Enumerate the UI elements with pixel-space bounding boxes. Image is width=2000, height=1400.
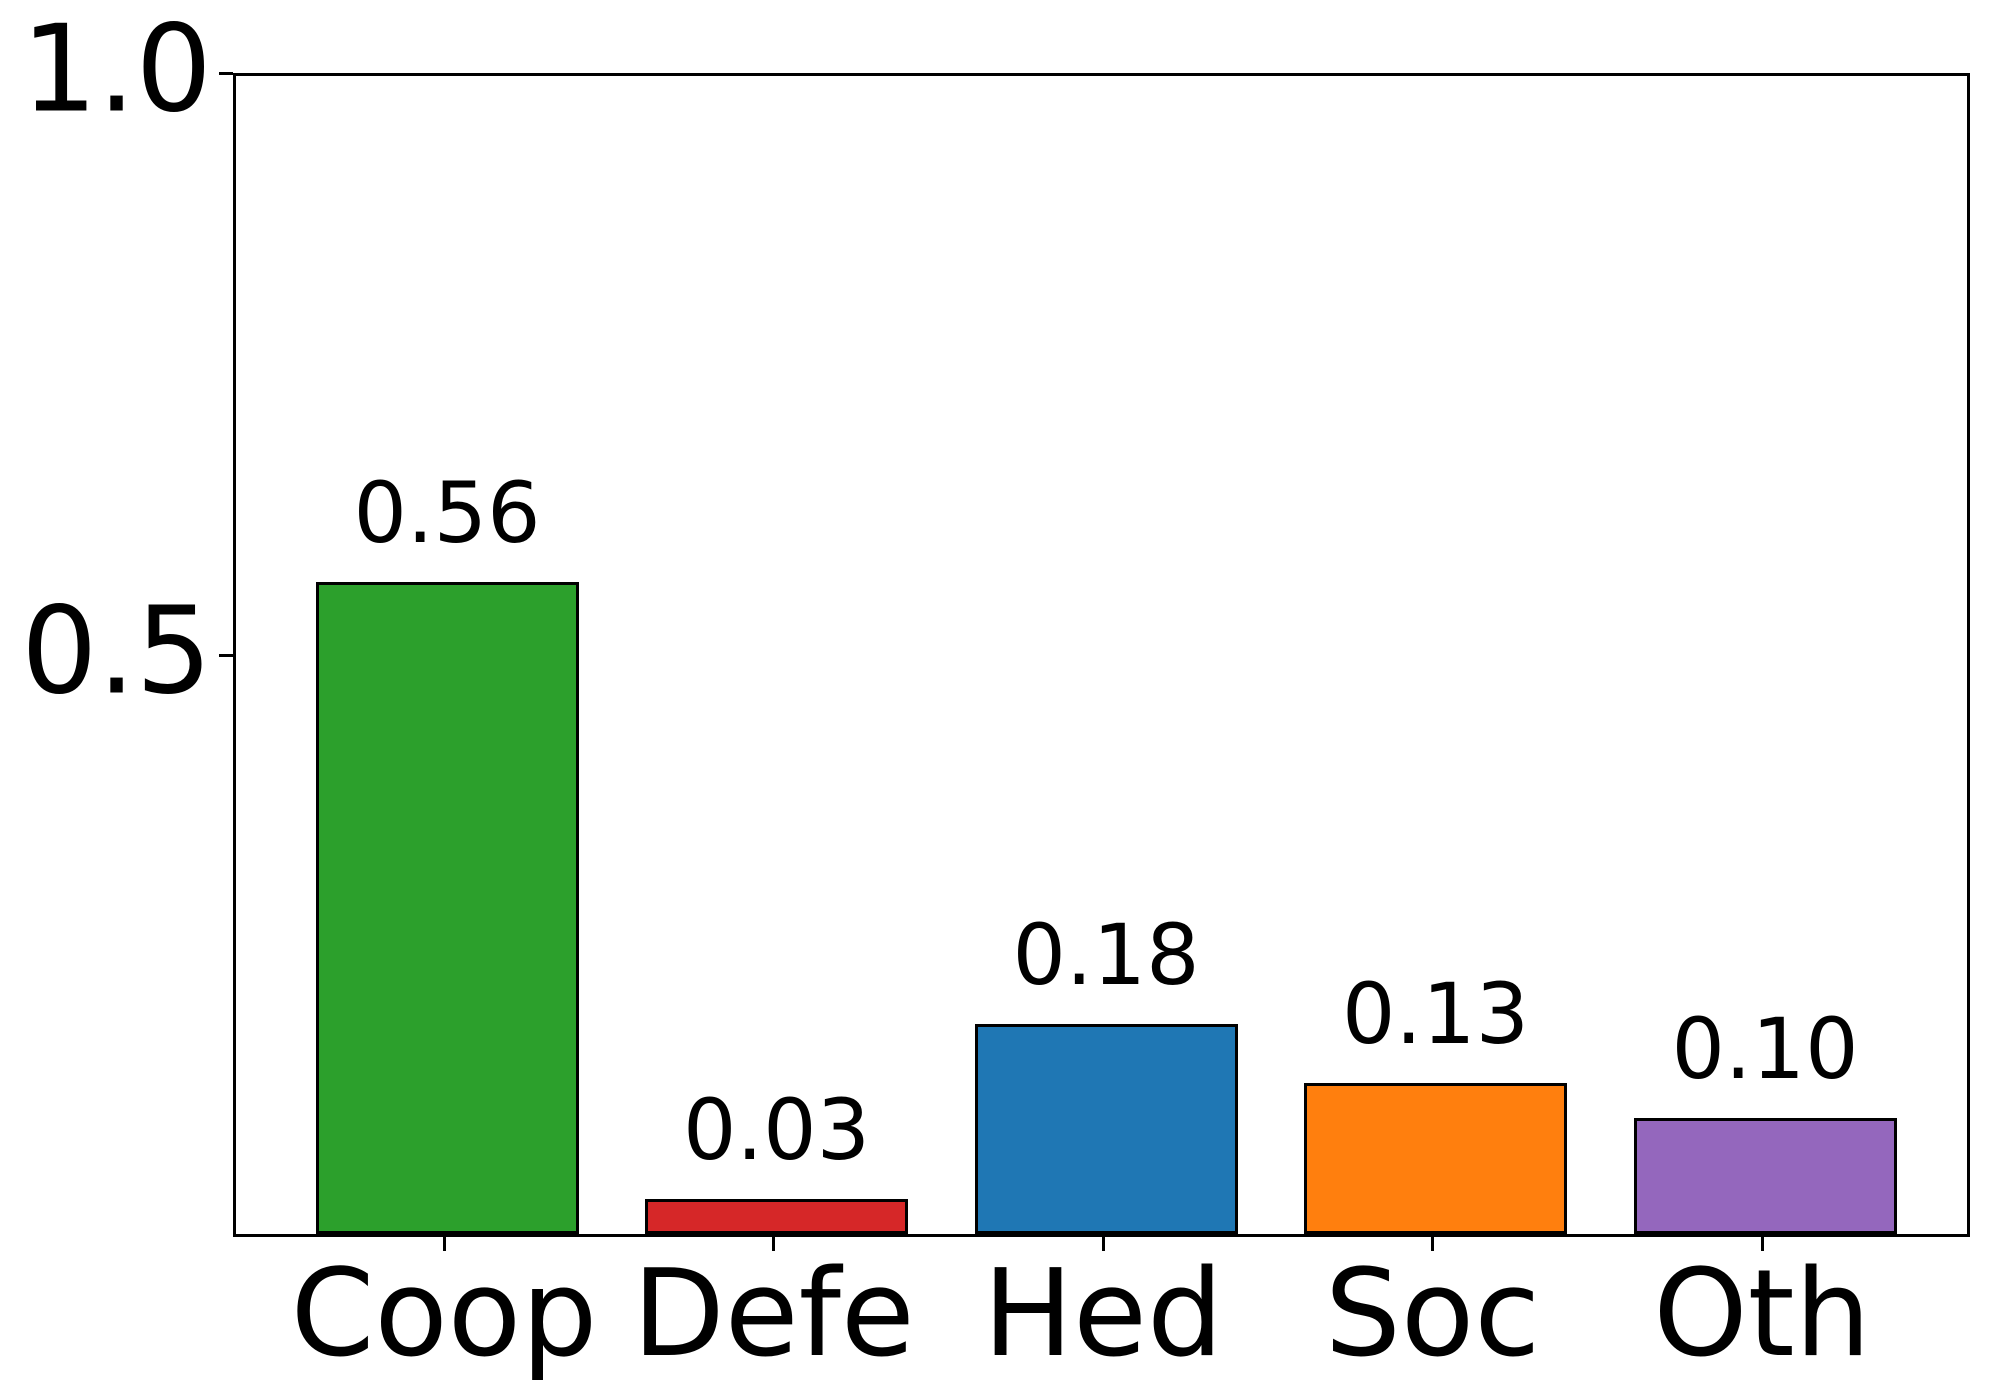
y-tick-mark-1.0 xyxy=(219,71,233,75)
bar-coop xyxy=(315,582,579,1234)
x-tick-label-hed: Hed xyxy=(982,1245,1224,1384)
bar-oth xyxy=(1633,1118,1897,1234)
x-tick-label-soc: Soc xyxy=(1324,1245,1541,1384)
bar-value-label-soc: 0.13 xyxy=(1341,965,1530,1063)
x-tick-label-coop: Coop xyxy=(290,1245,598,1384)
bar-value-label-coop: 0.56 xyxy=(353,464,541,562)
y-tick-label-1.0: 1.0 xyxy=(21,0,212,140)
x-tick-mark-coop xyxy=(442,1237,446,1251)
x-tick-mark-defe xyxy=(772,1237,775,1251)
x-tick-label-oth: Oth xyxy=(1653,1245,1871,1384)
x-tick-mark-hed xyxy=(1101,1237,1105,1251)
x-tick-mark-soc xyxy=(1431,1237,1434,1251)
y-tick-label-0.5: 0.5 xyxy=(21,582,212,722)
x-tick-label-defe: Defe xyxy=(632,1245,915,1384)
bar-defe xyxy=(645,1199,908,1234)
y-tick-mark-0.5 xyxy=(219,653,233,657)
x-tick-mark-oth xyxy=(1760,1237,1764,1251)
bar-soc xyxy=(1304,1083,1567,1234)
bar-value-label-oth: 0.10 xyxy=(1671,1000,1859,1098)
bar-hed xyxy=(974,1024,1238,1234)
plot-area: 0.56 0.03 0.18 0.13 0.10 xyxy=(233,73,1970,1237)
bar-value-label-hed: 0.18 xyxy=(1012,906,1200,1004)
bar-value-label-defe: 0.03 xyxy=(682,1081,871,1179)
